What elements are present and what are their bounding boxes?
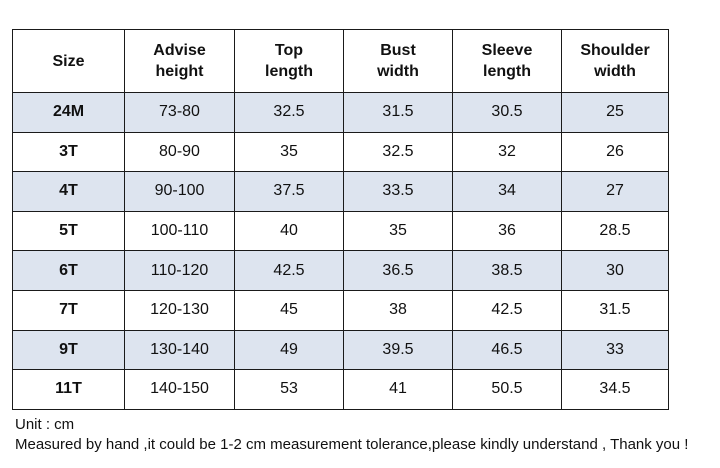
notes: Unit : cm Measured by hand ,it could be …: [15, 415, 688, 455]
size-cell: 11T: [12, 369, 125, 410]
bust-width-cell: 35: [343, 210, 453, 252]
table-row: 9T 130-140 49 39.5 46.5 33: [12, 329, 669, 371]
top-length-cell: 40: [234, 210, 344, 252]
top-length-cell: 49: [234, 329, 344, 371]
unit-note: Unit : cm: [15, 416, 75, 433]
table-row: 4T 90-100 37.5 33.5 34 27: [12, 171, 669, 212]
top-length-cell: 35: [234, 131, 344, 173]
sleeve-length-cell: 32: [452, 131, 562, 173]
table-row: 7T 120-130 45 38 42.5 31.5: [12, 289, 669, 331]
advise-height-cell: 110-120: [124, 250, 235, 291]
header-shoulder-width: Shoulder width: [561, 29, 669, 93]
header-bust-width: Bust width: [343, 29, 453, 93]
shoulder-width-cell: 26: [561, 131, 669, 173]
bust-width-cell: 36.5: [343, 250, 453, 291]
table-row: 11T 140-150 53 41 50.5 34.5: [12, 369, 669, 410]
sleeve-length-cell: 46.5: [452, 329, 562, 371]
size-cell: 3T: [12, 131, 125, 173]
size-cell: 24M: [12, 92, 125, 133]
shoulder-width-cell: 27: [561, 171, 669, 212]
table-row: 6T 110-120 42.5 36.5 38.5 30: [12, 250, 669, 291]
advise-height-cell: 120-130: [124, 289, 235, 331]
sleeve-length-cell: 38.5: [452, 250, 562, 291]
size-cell: 4T: [12, 171, 125, 212]
bust-width-cell: 31.5: [343, 92, 453, 133]
bust-width-cell: 32.5: [343, 131, 453, 173]
header-advise-height: Advise height: [124, 29, 235, 93]
advise-height-cell: 140-150: [124, 369, 235, 410]
shoulder-width-cell: 25: [561, 92, 669, 133]
advise-height-cell: 73-80: [124, 92, 235, 133]
top-length-cell: 37.5: [234, 171, 344, 212]
bust-width-cell: 41: [343, 369, 453, 410]
shoulder-width-cell: 34.5: [561, 369, 669, 410]
table-row: 3T 80-90 35 32.5 32 26: [12, 131, 669, 173]
top-length-cell: 32.5: [234, 92, 344, 133]
advise-height-cell: 130-140: [124, 329, 235, 371]
sleeve-length-cell: 34: [452, 171, 562, 212]
bust-width-cell: 33.5: [343, 171, 453, 212]
header-sleeve-length: Sleeve length: [452, 29, 562, 93]
size-cell: 5T: [12, 210, 125, 252]
sleeve-length-cell: 50.5: [452, 369, 562, 410]
sleeve-length-cell: 36: [452, 210, 562, 252]
sleeve-length-cell: 30.5: [452, 92, 562, 133]
size-cell: 6T: [12, 250, 125, 291]
shoulder-width-cell: 33: [561, 329, 669, 371]
shoulder-width-cell: 31.5: [561, 289, 669, 331]
advise-height-cell: 80-90: [124, 131, 235, 173]
shoulder-width-cell: 28.5: [561, 210, 669, 252]
size-chart-table: Size Advise height Top length Bust width…: [12, 29, 669, 410]
sleeve-length-cell: 42.5: [452, 289, 562, 331]
bust-width-cell: 38: [343, 289, 453, 331]
size-cell: 9T: [12, 329, 125, 371]
top-length-cell: 42.5: [234, 250, 344, 291]
bust-width-cell: 39.5: [343, 329, 453, 371]
top-length-cell: 53: [234, 369, 344, 410]
measurement-disclaimer: Measured by hand ,it could be 1-2 cm mea…: [15, 436, 689, 453]
size-cell: 7T: [12, 289, 125, 331]
table-header-row: Size Advise height Top length Bust width…: [12, 29, 669, 93]
table-row: 24M 73-80 32.5 31.5 30.5 25: [12, 92, 669, 133]
table-row: 5T 100-110 40 35 36 28.5: [12, 210, 669, 252]
advise-height-cell: 100-110: [124, 210, 235, 252]
header-size: Size: [12, 29, 125, 93]
header-top-length: Top length: [234, 29, 344, 93]
top-length-cell: 45: [234, 289, 344, 331]
shoulder-width-cell: 30: [561, 250, 669, 291]
advise-height-cell: 90-100: [124, 171, 235, 212]
